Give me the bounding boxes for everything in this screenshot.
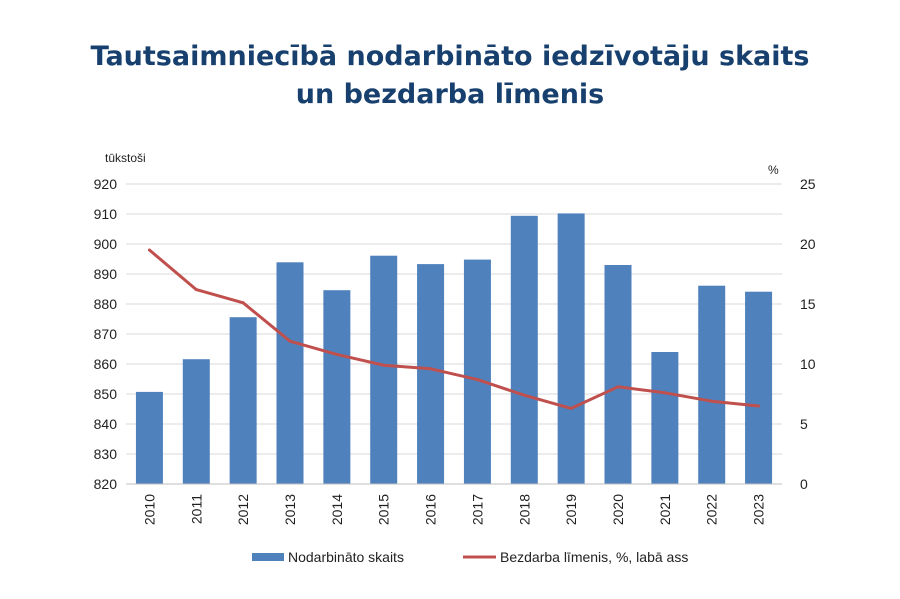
x-tick-label: 2017 (469, 494, 485, 525)
bar (229, 317, 257, 484)
right-tick-label: 5 (800, 416, 808, 432)
x-tick-label: 2011 (188, 494, 204, 524)
left-tick-label: 840 (94, 416, 118, 432)
bar (417, 264, 445, 484)
left-tick-label: 850 (94, 386, 118, 402)
x-tick-label: 2013 (282, 494, 298, 525)
line-point (475, 378, 479, 382)
bar (182, 359, 210, 484)
bar (463, 259, 491, 484)
left-tick-label: 910 (94, 206, 118, 222)
right-tick-label: 0 (800, 476, 808, 492)
x-tick-label: 2023 (751, 494, 767, 525)
right-axis-unit: % (768, 163, 779, 177)
line-point (241, 301, 245, 305)
x-tick-label: 2010 (141, 494, 157, 525)
gridlines (126, 183, 782, 485)
line-point (569, 406, 573, 410)
line-point (147, 248, 151, 252)
line-point (194, 288, 198, 292)
bar-series (135, 213, 773, 485)
bar (745, 291, 773, 484)
legend-bar-label: Nodarbināto skaits (288, 549, 404, 565)
legend: Nodarbināto skaits Bezdarba līmenis, %, l… (252, 549, 688, 565)
line-series (147, 248, 761, 410)
bar (135, 391, 163, 484)
axes: 820 830 840 850 860 870 880 890 900 910 920 0 5 10 15 2… (94, 151, 816, 525)
legend-line-label: Bezdarba līmenis, %, labā ass (500, 549, 688, 565)
left-tick-label: 900 (94, 236, 118, 252)
line-point (757, 404, 761, 408)
x-tick-label: 2018 (516, 494, 532, 525)
x-tick-label: 2014 (329, 494, 345, 525)
chart-title-line-1: Tautsaimniecībā nodarbināto iedzīvotāju … (90, 41, 810, 72)
left-tick-label: 860 (94, 356, 118, 372)
line-path (148, 248, 759, 410)
line-point (522, 393, 526, 397)
line-point (429, 367, 433, 371)
bar (698, 285, 726, 484)
bar (651, 352, 679, 484)
line-point (710, 399, 714, 403)
left-tick-label: 830 (94, 446, 118, 462)
bar (510, 215, 538, 485)
right-tick-label: 15 (800, 296, 816, 312)
x-tick-label: 2022 (704, 494, 720, 525)
x-tick-label: 2015 (376, 494, 392, 525)
line-point (616, 385, 620, 389)
x-tick-label: 2012 (235, 494, 251, 525)
x-tick-label: 2020 (610, 494, 626, 525)
bar (370, 255, 398, 484)
right-tick-label: 20 (800, 236, 816, 252)
x-tick-label: 2021 (657, 494, 673, 525)
legend-bar-swatch (252, 553, 284, 561)
bar (276, 262, 304, 484)
left-tick-label: 880 (94, 296, 118, 312)
left-axis-unit: tūkstoši (105, 151, 146, 165)
right-tick-label: 25 (800, 176, 816, 192)
bar (604, 265, 632, 484)
bar (557, 213, 585, 484)
chart-title: Tautsaimniecībā nodarbināto iedzīvotāju … (0, 38, 900, 114)
right-tick-label: 10 (800, 356, 816, 372)
x-tick-label: 2016 (423, 494, 439, 525)
chart-title-line-2: un bezdarba līmenis (295, 79, 605, 110)
left-tick-label: 890 (94, 266, 118, 282)
left-tick-label: 820 (94, 476, 118, 492)
left-tick-label: 870 (94, 326, 118, 342)
line-point (335, 352, 339, 356)
line-point (663, 391, 667, 395)
x-tick-label: 2019 (563, 494, 579, 525)
line-point (288, 339, 292, 343)
line-point (382, 363, 386, 367)
left-tick-label: 920 (94, 176, 118, 192)
bar (323, 290, 351, 484)
